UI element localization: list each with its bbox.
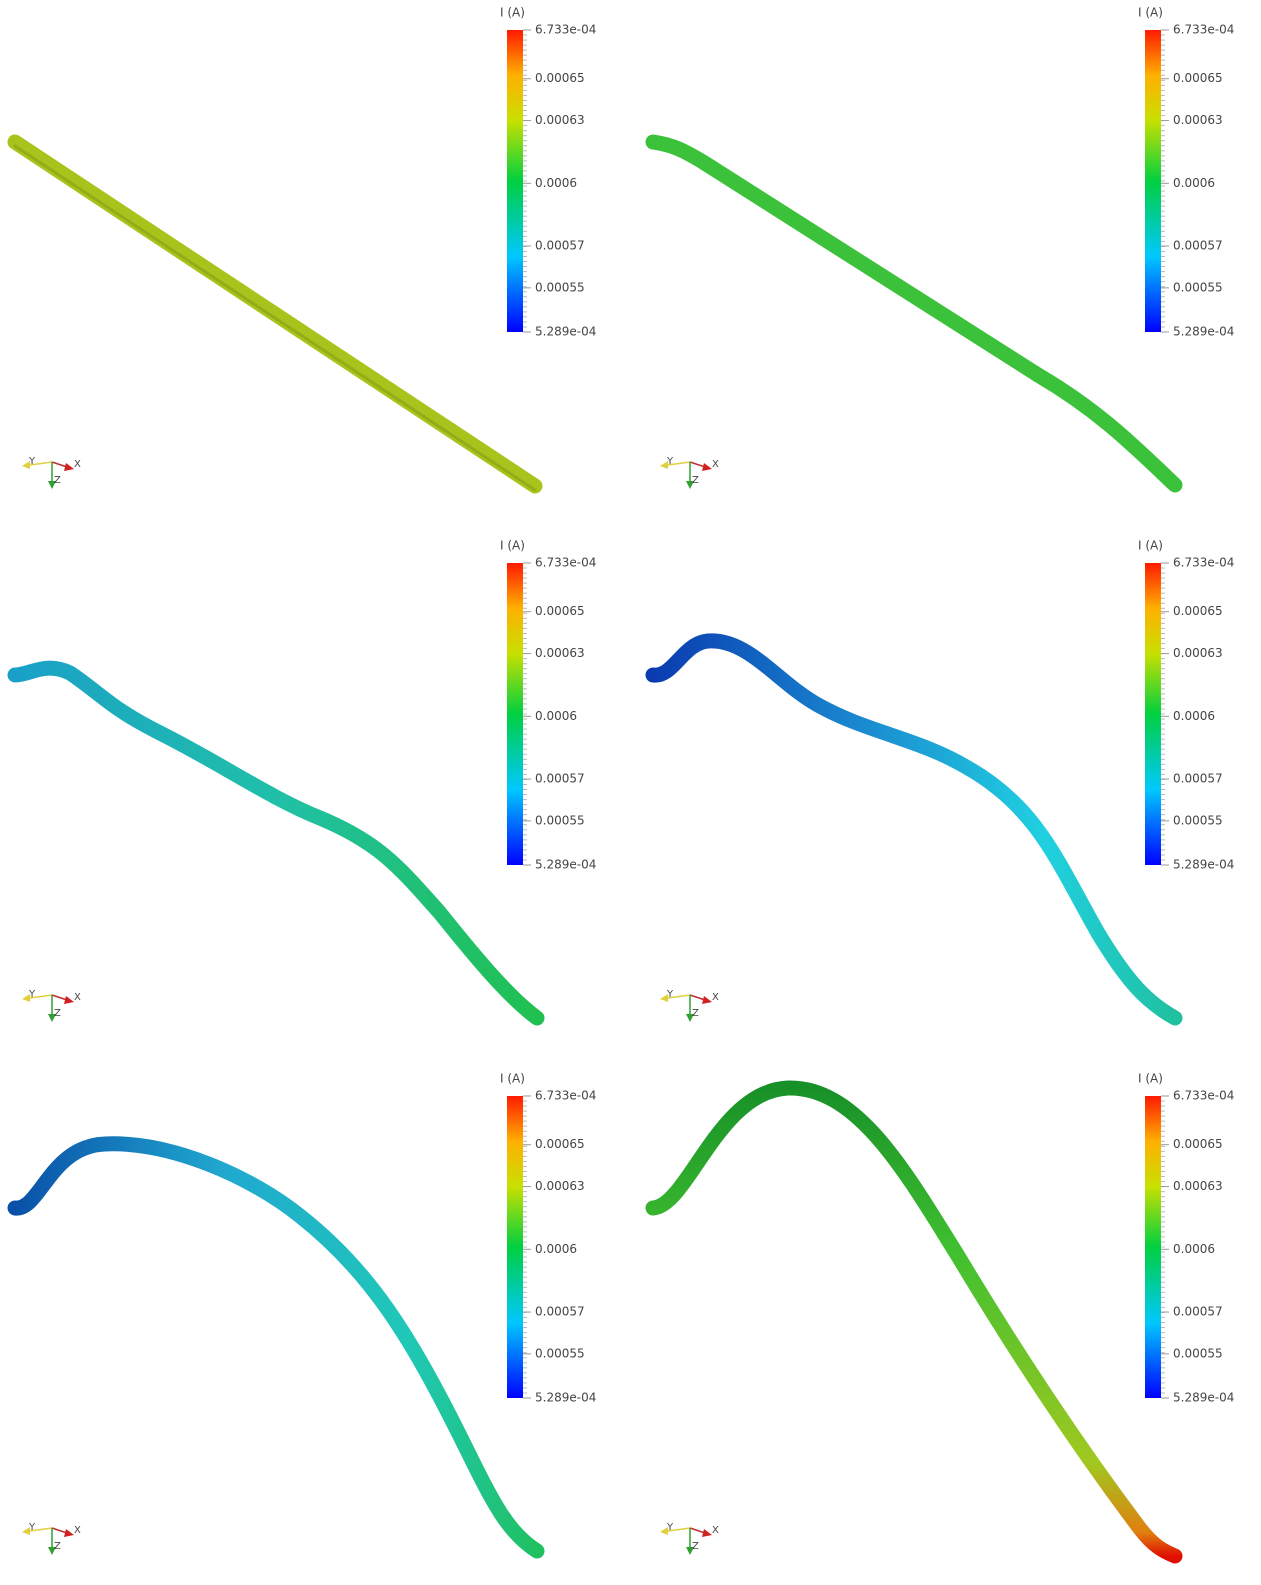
colorbar-tick-label: 6.733e-04 [535,1089,596,1103]
wire [653,1088,1175,1556]
colorbar-tick-label: 0.00057 [1173,1305,1223,1319]
colorbar [1145,563,1161,865]
colorbar-tick-label: 0.00063 [535,113,585,127]
axis-x-head [702,1529,712,1537]
colorbar-tick-label: 0.00063 [1173,646,1223,660]
colorbar-tick-label: 0.0006 [1173,1242,1215,1256]
axis-x-head [64,996,74,1004]
axis-label: Y [28,989,36,1000]
wire [653,641,1175,1018]
panel: I (A) 6.733e-04 0.00065 0.00063 0.0006 0.0005… [653,6,1234,490]
axis-x-head [702,996,712,1004]
colorbar-tick-label: 0.00065 [535,1137,585,1151]
axis-label: Y [666,989,674,1000]
colorbar-tick-label: 0.0006 [1173,709,1215,723]
colorbar-tick-label: 0.00055 [535,280,585,294]
axis-label: X [74,1525,81,1536]
colorbar-tick-label: 0.00063 [1173,1179,1223,1193]
panel: I (A) 6.733e-04 0.00065 0.00063 0.0006 0.0005… [653,1072,1234,1557]
axis-x-head [64,463,74,471]
colorbar-tick-label: 0.00055 [535,813,585,827]
colorbar-tick-label: 0.00057 [535,772,585,786]
axis-label: X [712,1525,719,1536]
colorbar [507,1096,523,1398]
colorbar-tick-label: 0.0006 [535,176,577,190]
colorbar-tick-label: 5.289e-04 [535,325,596,339]
panel: I (A) 6.733e-04 0.00065 0.00063 0.0006 0.0005… [15,6,596,491]
colorbar-tick-label: 0.0006 [535,709,577,723]
colorbar-tick-label: 0.00055 [1173,1346,1223,1360]
axis-x-head [702,463,712,471]
colorbar-title: I (A) [1138,6,1163,20]
panel: I (A) 6.733e-04 0.00065 0.00063 0.0006 0.0005… [15,1072,596,1556]
axis-label: X [712,992,719,1003]
colorbar-tick-label: 6.733e-04 [1173,1089,1234,1103]
axis-label: X [712,459,719,470]
colorbar-tick-label: 0.00055 [1173,813,1223,827]
axis-label: Y [666,456,674,467]
colorbar-tick-label: 0.00065 [1173,71,1223,85]
axis-label: Z [692,1008,699,1019]
colorbar-tick-label: 0.00065 [535,71,585,85]
axis-label: Z [54,475,61,486]
colorbar-title: I (A) [1138,539,1163,553]
colorbar-tick-label: 0.00065 [1173,604,1223,618]
colorbar-tick-label: 5.289e-04 [1173,858,1234,872]
colorbar-tick-label: 0.00065 [1173,1137,1223,1151]
colorbar-tick-label: 0.00057 [1173,239,1223,253]
colorbar-tick-label: 6.733e-04 [1173,23,1234,37]
colorbar-tick-label: 0.00057 [535,239,585,253]
colorbar-tick-label: 0.0006 [535,1242,577,1256]
colorbar-tick-label: 0.0006 [1173,176,1215,190]
colorbar-tick-label: 5.289e-04 [1173,325,1234,339]
colorbar-tick-label: 0.00057 [535,1305,585,1319]
colorbar-tick-label: 5.289e-04 [535,858,596,872]
colorbar-tick-label: 0.00065 [535,604,585,618]
colorbar [507,30,523,332]
colorbar-tick-label: 6.733e-04 [535,556,596,570]
colorbar-tick-label: 0.00063 [1173,113,1223,127]
colorbar-tick-label: 6.733e-04 [1173,556,1234,570]
colorbar-tick-label: 0.00063 [535,646,585,660]
colorbar-tick-label: 5.289e-04 [535,1391,596,1405]
wire [653,142,1175,485]
axis-label: X [74,992,81,1003]
page: I (A) 6.733e-04 0.00065 0.00063 0.0006 0.0005… [0,0,1261,1585]
colorbar-tick-label: 5.289e-04 [1173,1391,1234,1405]
screenshot: I (A) 6.733e-04 0.00065 0.00063 0.0006 0.0005… [0,0,1261,1585]
axis-label: Z [54,1008,61,1019]
colorbar-title: I (A) [500,1072,525,1086]
colorbar [507,563,523,865]
panel: I (A) 6.733e-04 0.00065 0.00063 0.0006 0.0005… [653,539,1234,1023]
axis-label: X [74,459,81,470]
colorbar [1145,30,1161,332]
wire-edge [15,146,535,490]
colorbar-title: I (A) [500,539,525,553]
axis-label: Y [666,1522,674,1533]
axis-label: Z [54,1541,61,1552]
axis-label: Y [28,456,36,467]
axis-x-head [64,1529,74,1537]
colorbar-title: I (A) [500,6,525,20]
axis-label: Z [692,1541,699,1552]
panel: I (A) 6.733e-04 0.00065 0.00063 0.0006 0.0005… [15,539,596,1023]
colorbar-tick-label: 6.733e-04 [535,23,596,37]
axis-label: Z [692,475,699,486]
colorbar-tick-label: 0.00055 [535,1346,585,1360]
wire [15,1144,537,1551]
colorbar [1145,1096,1161,1398]
colorbar-tick-label: 0.00057 [1173,772,1223,786]
colorbar-tick-label: 0.00055 [1173,280,1223,294]
colorbar-title: I (A) [1138,1072,1163,1086]
axis-label: Y [28,1522,36,1533]
wire [15,668,537,1018]
wire [15,142,535,486]
colorbar-tick-label: 0.00063 [535,1179,585,1193]
